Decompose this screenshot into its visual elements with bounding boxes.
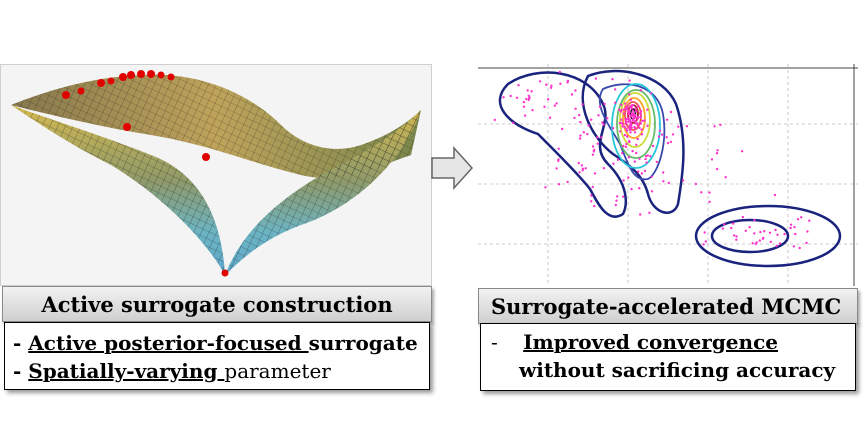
contour-outer-1	[498, 71, 627, 218]
left-bullet-1: - Active posterior-focused surrogate	[13, 331, 418, 355]
contour-svg	[478, 64, 858, 286]
contour-outer-3	[694, 204, 842, 268]
right-bullet-1: - Improved convergence	[491, 330, 778, 354]
surface-svg	[11, 70, 421, 277]
surface-points	[62, 70, 229, 277]
right-panel-title: Surrogate-accelerated MCMC	[478, 288, 858, 324]
surrogate-surface-plot	[0, 64, 432, 286]
right-bullet-1-line-2: without sacrificing accuracy	[519, 358, 836, 382]
mcmc-contour-plot	[478, 64, 858, 286]
left-bullet-2: - Spatially-varying parameter	[13, 359, 331, 383]
right-bullet-box: - Improved convergence without sacrifici…	[480, 323, 856, 391]
left-panel-title: Active surrogate construction	[2, 286, 432, 322]
contour-outer-4	[710, 218, 790, 254]
left-bullet-box: - Active posterior-focused surrogate - S…	[4, 322, 430, 390]
contour-outer-2	[581, 69, 685, 214]
right-arrow-icon	[430, 146, 474, 194]
plot-grid	[478, 64, 858, 286]
mcmc-samples	[493, 70, 811, 250]
